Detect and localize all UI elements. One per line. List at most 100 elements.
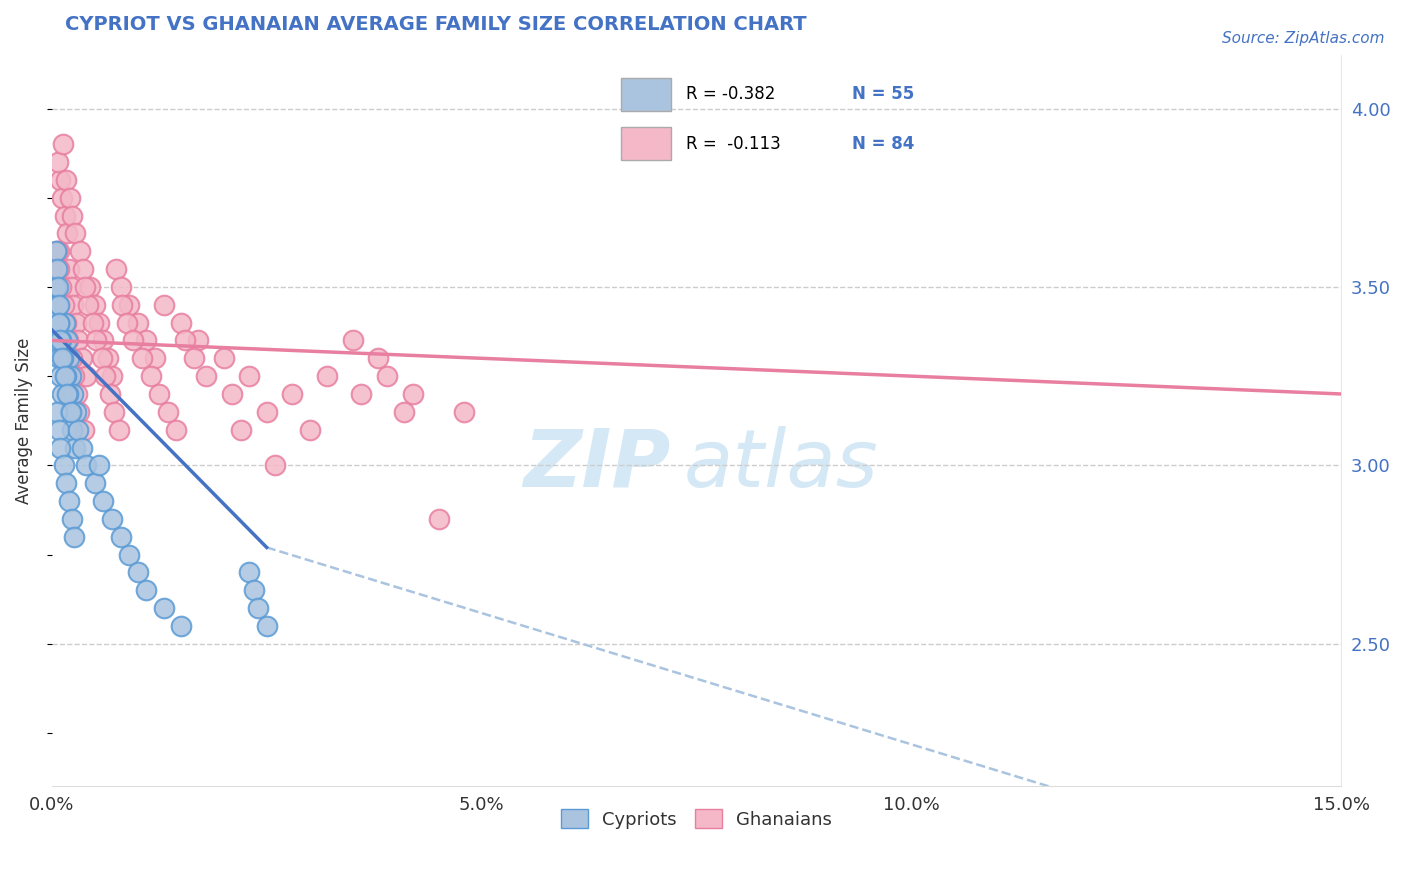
Point — [79, 280, 101, 294]
Point — [65, 405, 87, 419]
Point — [48, 244, 70, 259]
Point — [165, 423, 187, 437]
Point — [87, 458, 110, 473]
Point — [58, 351, 80, 366]
Point — [58, 262, 80, 277]
Point — [75, 280, 97, 294]
Point — [45, 280, 67, 294]
Point — [392, 405, 415, 419]
Point — [65, 316, 87, 330]
Point — [238, 369, 260, 384]
Point — [427, 512, 450, 526]
Point — [55, 476, 77, 491]
Point — [59, 405, 82, 419]
Point — [229, 423, 252, 437]
Point — [56, 387, 79, 401]
Point — [51, 280, 73, 294]
Point — [51, 191, 73, 205]
Point — [60, 423, 83, 437]
Text: CYPRIOT VS GHANAIAN AVERAGE FAMILY SIZE CORRELATION CHART: CYPRIOT VS GHANAIAN AVERAGE FAMILY SIZE … — [65, 15, 806, 34]
Point — [170, 316, 193, 330]
Point — [107, 423, 129, 437]
Point — [49, 441, 72, 455]
Point — [56, 334, 79, 348]
Point — [60, 512, 83, 526]
Point — [59, 191, 82, 205]
Point — [51, 387, 73, 401]
Point — [238, 566, 260, 580]
Point — [56, 387, 79, 401]
Point — [49, 334, 72, 348]
Point — [63, 369, 86, 384]
Point — [242, 583, 264, 598]
Point — [221, 387, 243, 401]
Point — [111, 298, 134, 312]
Point — [69, 244, 91, 259]
Point — [135, 334, 157, 348]
Point — [139, 369, 162, 384]
Point — [60, 209, 83, 223]
Point — [152, 298, 174, 312]
Point — [48, 351, 70, 366]
Text: ZIP: ZIP — [523, 425, 671, 504]
Point — [55, 369, 77, 384]
Point — [59, 405, 82, 419]
Point — [110, 280, 132, 294]
Point — [118, 548, 141, 562]
Point — [49, 369, 72, 384]
Point — [342, 334, 364, 348]
Point — [46, 155, 69, 169]
Point — [156, 405, 179, 419]
Point — [83, 298, 105, 312]
Point — [127, 566, 149, 580]
Point — [91, 494, 114, 508]
Point — [143, 351, 166, 366]
Point — [52, 298, 75, 312]
Point — [76, 298, 98, 312]
Point — [63, 530, 86, 544]
Point — [63, 227, 86, 241]
Point — [70, 351, 93, 366]
Point — [45, 244, 67, 259]
Point — [90, 351, 112, 366]
Point — [86, 334, 108, 348]
Point — [174, 334, 197, 348]
Point — [105, 262, 128, 277]
Point — [131, 351, 153, 366]
Point — [183, 351, 205, 366]
Point — [122, 334, 145, 348]
Point — [53, 209, 76, 223]
Point — [187, 334, 209, 348]
Point — [264, 458, 287, 473]
Point — [45, 334, 67, 348]
Point — [117, 316, 139, 330]
Point — [170, 619, 193, 633]
Point — [195, 369, 218, 384]
Point — [48, 316, 70, 330]
Point — [83, 476, 105, 491]
Point — [48, 316, 70, 330]
Point — [53, 316, 76, 330]
Point — [48, 423, 70, 437]
Point — [152, 601, 174, 615]
Point — [118, 298, 141, 312]
Point — [94, 369, 117, 384]
Point — [48, 298, 70, 312]
Point — [62, 298, 84, 312]
Point — [256, 405, 278, 419]
Point — [55, 316, 77, 330]
Point — [66, 387, 89, 401]
Point — [350, 387, 373, 401]
Point — [46, 280, 69, 294]
Point — [60, 351, 83, 366]
Point — [315, 369, 337, 384]
Point — [63, 441, 86, 455]
Point — [45, 262, 67, 277]
Point — [82, 316, 104, 330]
Point — [52, 351, 75, 366]
Point — [375, 369, 398, 384]
Point — [101, 512, 124, 526]
Point — [98, 387, 121, 401]
Text: Source: ZipAtlas.com: Source: ZipAtlas.com — [1222, 31, 1385, 46]
Point — [127, 316, 149, 330]
